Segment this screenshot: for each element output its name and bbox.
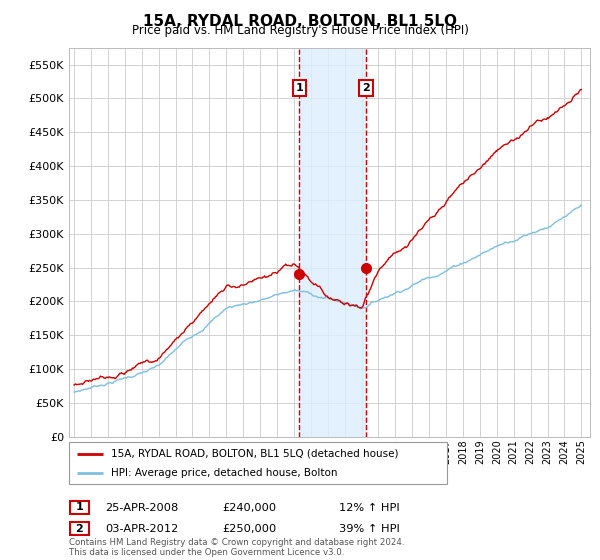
FancyBboxPatch shape (70, 501, 89, 514)
Text: 2: 2 (362, 83, 370, 93)
Text: 1: 1 (295, 83, 303, 93)
Text: 03-APR-2012: 03-APR-2012 (105, 524, 178, 534)
Text: 39% ↑ HPI: 39% ↑ HPI (339, 524, 400, 534)
Text: 12% ↑ HPI: 12% ↑ HPI (339, 503, 400, 513)
Text: £240,000: £240,000 (222, 503, 276, 513)
Text: £250,000: £250,000 (222, 524, 276, 534)
FancyBboxPatch shape (69, 442, 447, 484)
Text: 15A, RYDAL ROAD, BOLTON, BL1 5LQ: 15A, RYDAL ROAD, BOLTON, BL1 5LQ (143, 14, 457, 29)
Text: 15A, RYDAL ROAD, BOLTON, BL1 5LQ (detached house): 15A, RYDAL ROAD, BOLTON, BL1 5LQ (detach… (110, 449, 398, 459)
Bar (299, 48, 366, 437)
Text: 25-APR-2008: 25-APR-2008 (105, 503, 178, 513)
FancyBboxPatch shape (70, 522, 89, 535)
Text: 2: 2 (76, 524, 83, 534)
Text: Contains HM Land Registry data © Crown copyright and database right 2024.
This d: Contains HM Land Registry data © Crown c… (69, 538, 404, 557)
Text: Price paid vs. HM Land Registry's House Price Index (HPI): Price paid vs. HM Land Registry's House … (131, 24, 469, 37)
Text: 1: 1 (76, 502, 83, 512)
Text: HPI: Average price, detached house, Bolton: HPI: Average price, detached house, Bolt… (110, 468, 337, 478)
